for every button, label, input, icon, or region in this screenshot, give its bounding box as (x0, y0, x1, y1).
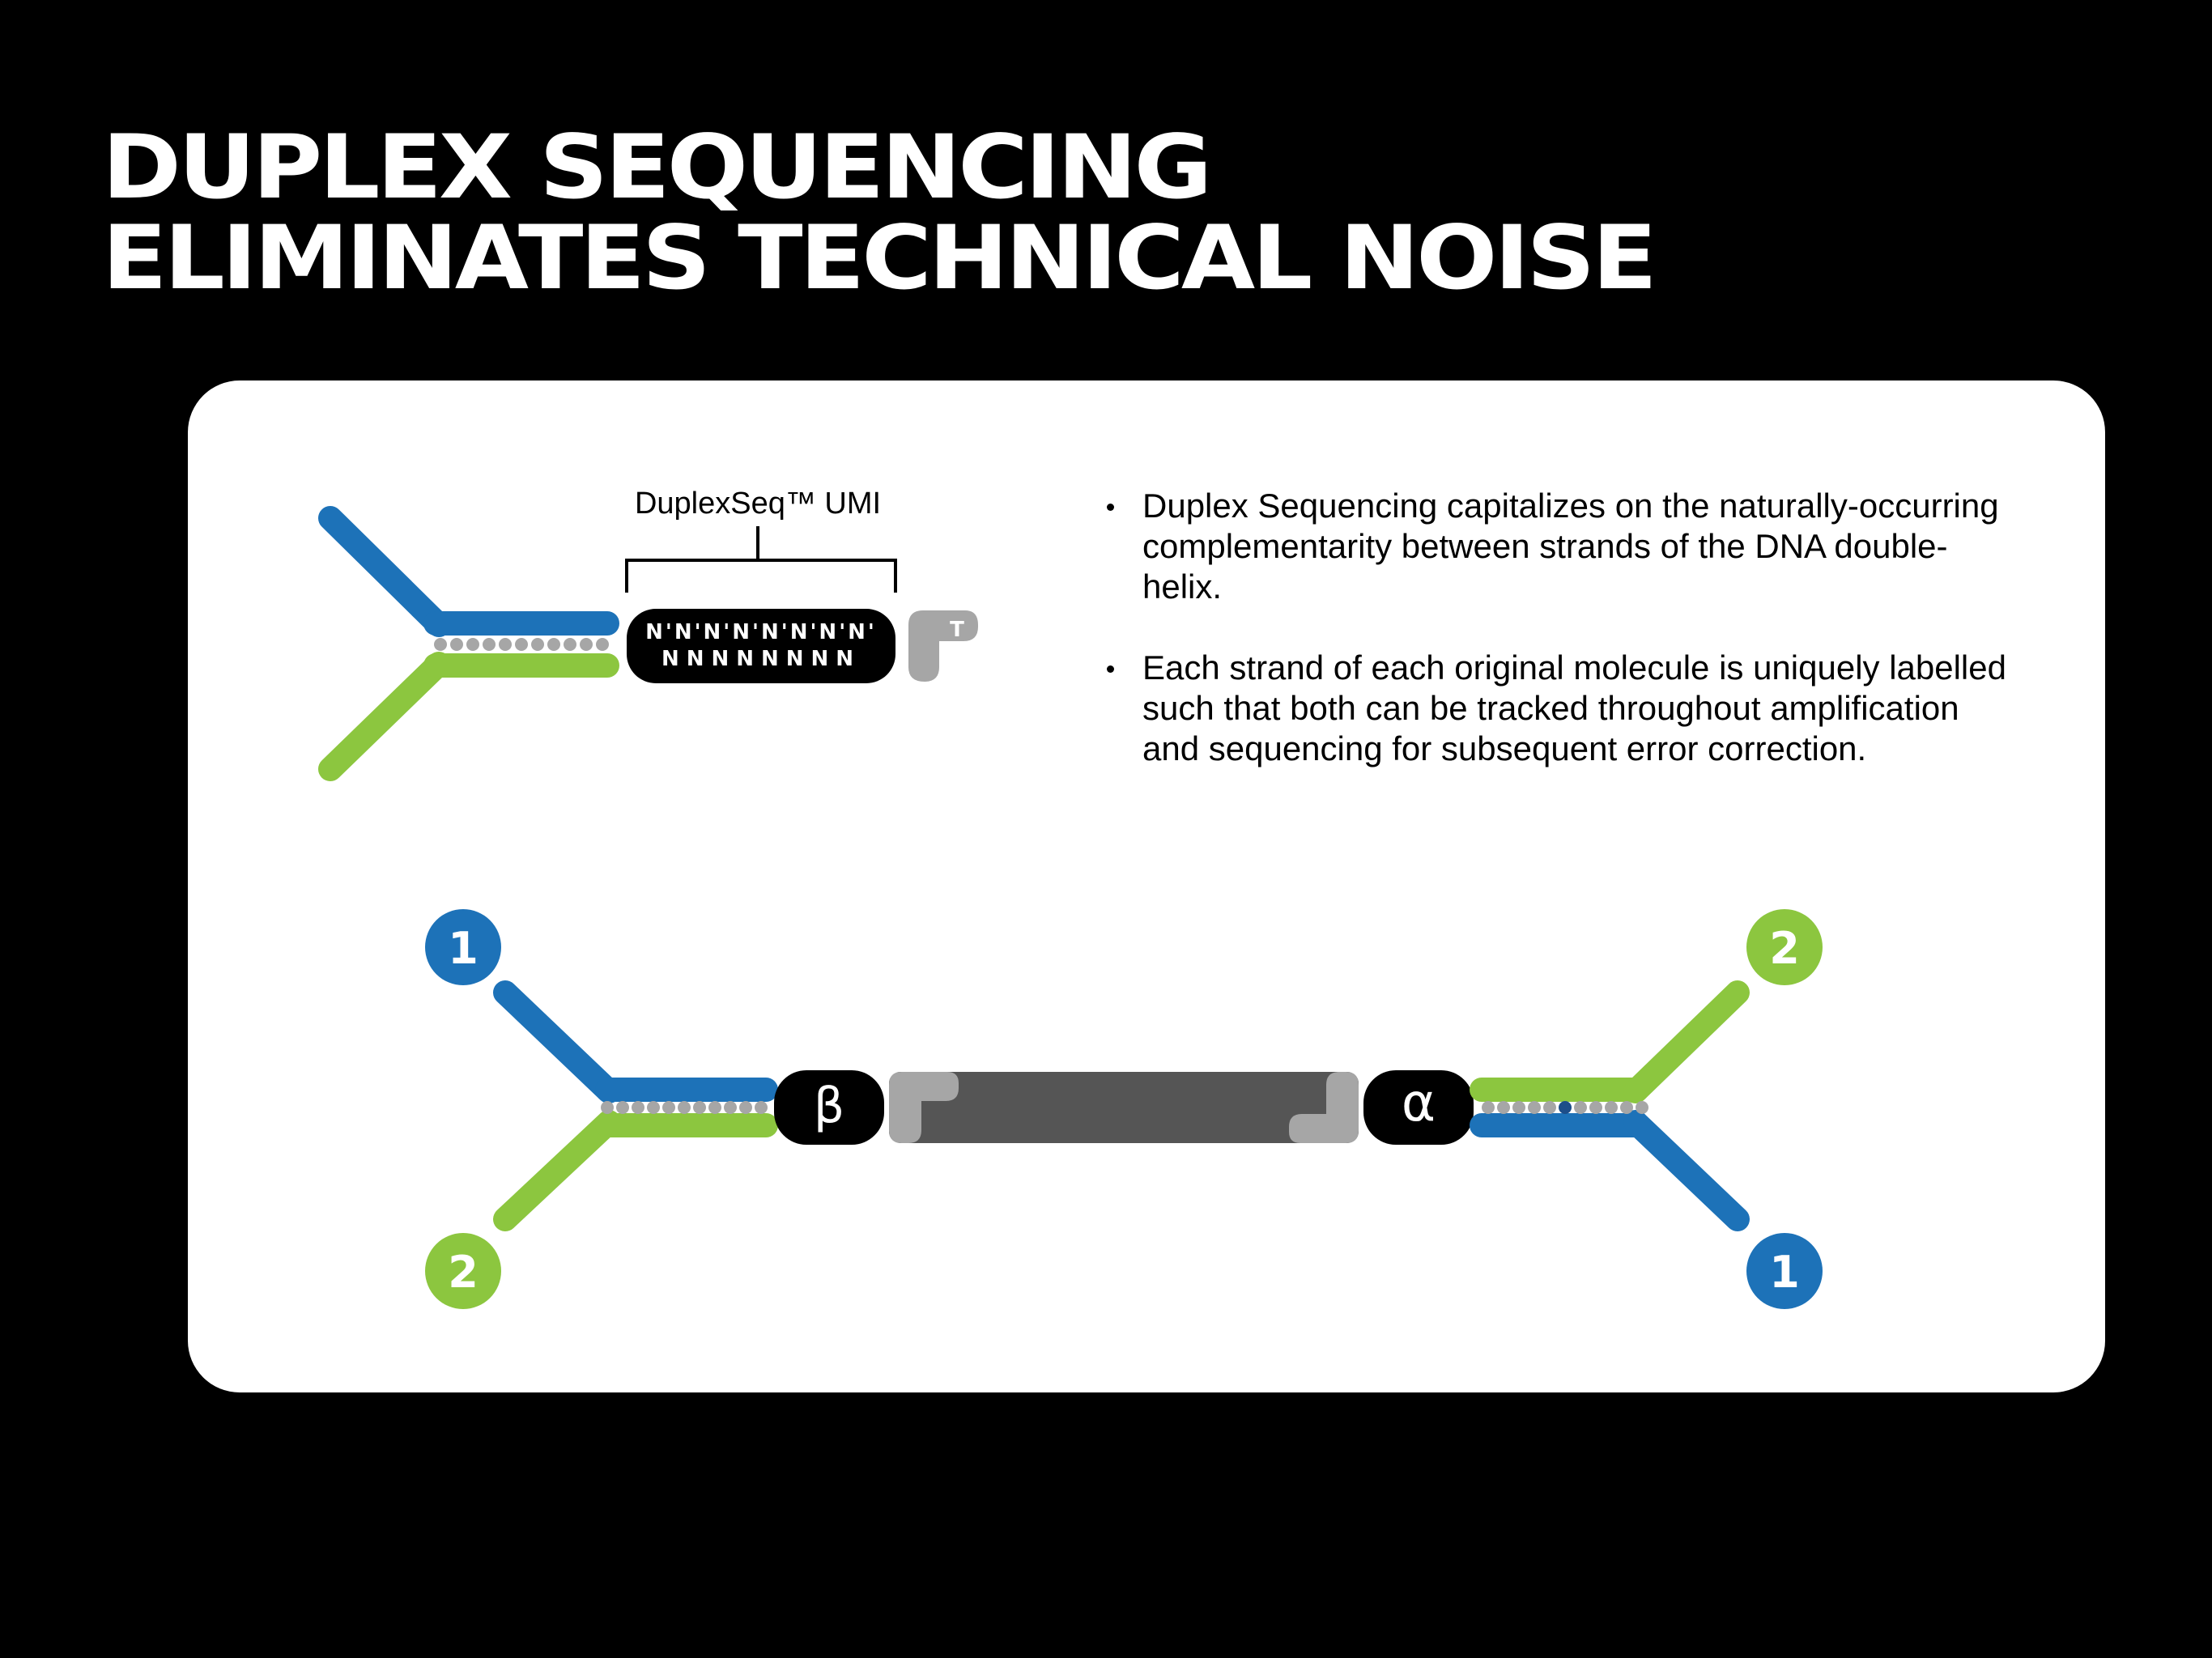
left-top-strand-number: 1 (448, 923, 479, 974)
adapter-base-pairs (434, 638, 609, 651)
left-base-pairs (601, 1101, 768, 1114)
dna-insert (889, 1072, 1359, 1143)
alpha-tag (1363, 1070, 1474, 1145)
right-bottom-strand-marker (1746, 1233, 1823, 1309)
t-overhang (908, 610, 978, 682)
bullet-complementarity: Duplex Sequencing capitalizes on the nat… (1107, 486, 2014, 607)
umi-box (627, 609, 895, 683)
left-green-arm (493, 1110, 621, 1231)
page-title: DUPLEX SEQUENCING ELIMINATES TECHNICAL N… (102, 115, 1657, 309)
left-bottom-strand-marker (425, 1233, 501, 1309)
adapter-blue-arm (318, 506, 451, 637)
umi-label: DuplexSeq™ UMI (635, 487, 881, 521)
diagram-panel: DuplexSeq™ UMI N'N'N'N'N'N'N'N' NNNNNNNN… (188, 380, 2105, 1392)
explanation-list: Duplex Sequencing capitalizes on the nat… (1107, 486, 2014, 810)
diagram-canvas: DuplexSeq™ UMI N'N'N'N'N'N'N'N' NNNNNNNN… (318, 487, 1823, 1309)
adapter-green-arm (318, 652, 451, 781)
right-base-pairs (1482, 1101, 1648, 1114)
left-top-strand-marker (425, 909, 501, 985)
left-blue-arm (493, 980, 621, 1103)
alpha-tag-label: α (1402, 1073, 1436, 1133)
title-line-1: DUPLEX SEQUENCING (102, 115, 1212, 219)
adapter-diagram: DuplexSeq™ UMI N'N'N'N'N'N'N'N' NNNNNNNN… (318, 487, 978, 781)
right-top-strand-marker (1746, 909, 1823, 985)
beta-tag (774, 1070, 884, 1145)
right-insert-overhang (1289, 1072, 1359, 1143)
left-insert-overhang (889, 1072, 959, 1143)
right-green-arm (1623, 980, 1750, 1103)
title-line-2: ELIMINATES TECHNICAL NOISE (102, 206, 1657, 309)
right-blue-arm (1623, 1110, 1750, 1231)
right-top-strand-number: 2 (1769, 923, 1800, 974)
left-bottom-strand-number: 2 (448, 1247, 479, 1298)
umi-bracket (625, 526, 897, 593)
right-bottom-strand-number: 1 (1769, 1247, 1800, 1298)
molecule-diagram: 1 2 β α 2 (425, 909, 1823, 1309)
umi-bottom-strand: NNNNNNNN (661, 647, 861, 671)
beta-tag-label: β (814, 1078, 844, 1134)
t-overhang-label: T (950, 618, 964, 642)
bullet-labelling: Each strand of each original molecule is… (1107, 648, 2014, 769)
umi-top-strand: N'N'N'N'N'N'N'N' (645, 620, 877, 644)
